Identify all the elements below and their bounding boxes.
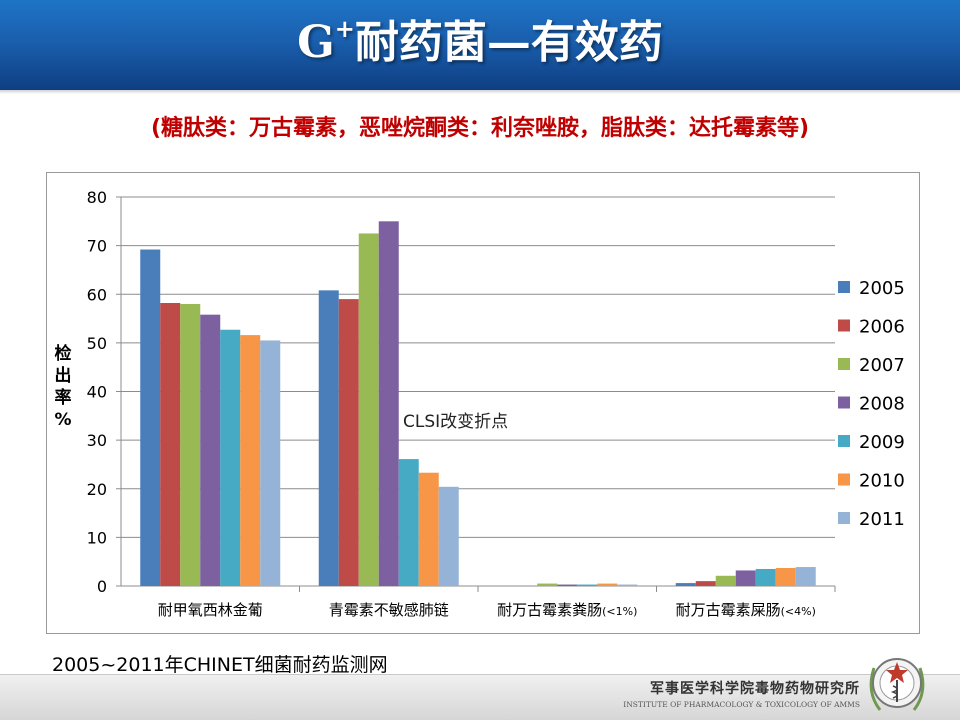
legend-label: 2011 [859, 509, 905, 530]
x-tick-label: 耐万古霉素粪肠(<1%) [497, 601, 637, 619]
bar-2008 [735, 570, 756, 586]
title-superscript: + [334, 14, 355, 43]
y-tick-label: 10 [87, 528, 107, 547]
y-axis-label: 出 [55, 365, 72, 386]
x-tick-label: 耐万古霉素屎肠(<4%) [676, 601, 816, 619]
institute-name-cn: 军事医学科学院毒物药物研究所 [650, 681, 860, 697]
bar-2009 [398, 459, 419, 586]
title-main: G [297, 17, 335, 68]
bar-2005 [140, 249, 161, 586]
bar-2007 [358, 233, 379, 586]
legend-label: 2006 [859, 317, 905, 338]
bar-2011 [795, 567, 816, 586]
legend-swatch-2006 [838, 319, 850, 332]
bar-2008 [200, 314, 221, 586]
bar-2006 [160, 303, 181, 586]
institute-name: 军事医学科学院毒物药物研究所 INSTITUTE OF PHARMACOLOGY… [623, 678, 860, 709]
bar-2005 [675, 583, 696, 586]
footer-band [0, 674, 960, 720]
bar-2010 [597, 583, 618, 586]
page-title: G+耐药菌—有效药 [0, 16, 960, 70]
y-axis-label: % [54, 410, 71, 430]
bar-2011 [260, 340, 281, 586]
legend-swatch-2005 [838, 281, 850, 293]
legend-label: 2005 [859, 278, 905, 299]
x-tick-label: 耐甲氧西林金葡 [158, 601, 263, 619]
bar-chart: 0 10 20 30 40 50 60 70 80 检出率% 耐甲氧西林金葡 青霉素不敏感肺链 耐万古霉… [54, 188, 905, 619]
bar-2009 [220, 329, 241, 586]
bar-2009 [577, 584, 598, 586]
bar-2011 [438, 486, 459, 586]
legend-label: 2009 [859, 432, 905, 453]
x-tick-label: 青霉素不敏感肺链 [329, 601, 449, 619]
bar-2008 [378, 221, 399, 586]
bar-2005 [318, 290, 339, 586]
legend-label: 2008 [859, 394, 905, 415]
bar-2007 [180, 303, 201, 586]
bar-2010 [240, 335, 261, 586]
legend-swatch-2009 [838, 435, 850, 447]
y-tick-label: 0 [97, 577, 107, 596]
legend-swatch-2011 [838, 512, 850, 524]
bar-2008 [557, 584, 578, 586]
y-axis-label: 率 [55, 387, 72, 408]
bar-2009 [755, 568, 776, 586]
bar-2010 [418, 472, 439, 586]
legend-swatch-2010 [838, 473, 850, 486]
legend-swatch-2007 [838, 358, 850, 370]
y-axis-label: 检 [55, 343, 72, 364]
y-tick-label: 70 [87, 237, 107, 256]
legend-label: 2010 [859, 471, 905, 492]
bar-2007 [715, 575, 736, 586]
bar-2006 [695, 581, 716, 586]
y-tick-label: 20 [87, 480, 107, 499]
legend-swatch-2008 [838, 396, 850, 409]
institute-emblem-icon [869, 658, 925, 711]
bar-2010 [775, 568, 796, 586]
legend-label: 2007 [859, 355, 905, 376]
y-tick-label: 80 [87, 188, 107, 207]
title-rest: 耐药菌—有效药 [354, 17, 663, 68]
y-tick-label: 50 [87, 334, 107, 353]
bar-2011 [617, 584, 638, 586]
title-bar [0, 0, 960, 94]
bar-2006 [338, 299, 359, 586]
bar-2007 [537, 583, 558, 586]
source-note: 2005~2011年CHINET细菌耐药监测网 [52, 654, 388, 676]
y-tick-label: 60 [87, 285, 107, 304]
chart-frame: 0 10 20 30 40 50 60 70 80 检出率% 耐甲氧西林金葡 青霉素不敏感肺链 耐万古霉… [46, 172, 920, 634]
subtitle: (糖肽类：万古霉素，恶唑烷酮类：利奈唑胺，脂肽类：达托霉素等) [150, 116, 810, 141]
y-tick-label: 40 [87, 383, 107, 402]
institute-name-en: INSTITUTE OF PHARMACOLOGY & TOXICOLOGY O… [623, 700, 860, 709]
y-tick-label: 30 [87, 431, 107, 450]
annotation-clsi: CLSI改变折点 [403, 412, 508, 432]
